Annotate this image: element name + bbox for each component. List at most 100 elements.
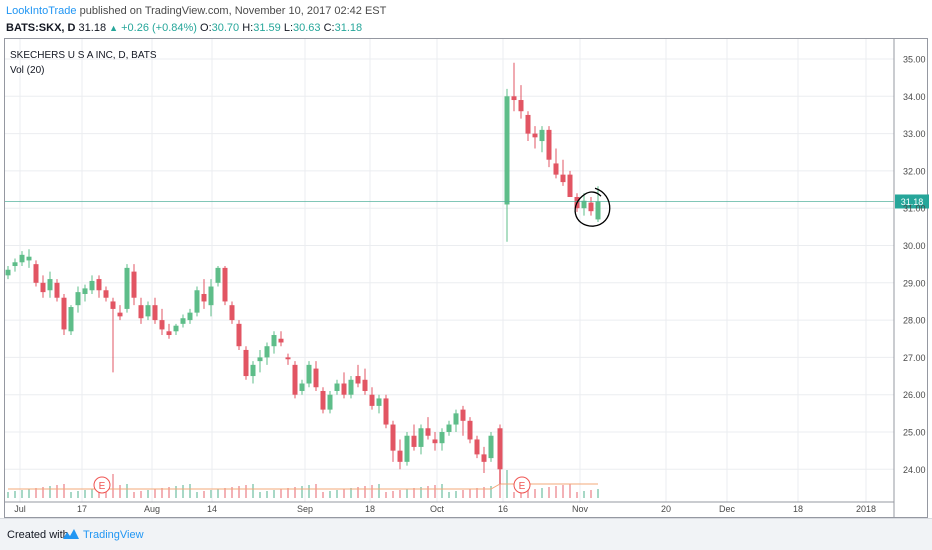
candle-body <box>306 364 312 384</box>
created-with-label: Created with <box>7 529 69 541</box>
volume-bar <box>196 492 198 498</box>
candle-body <box>215 267 221 283</box>
candle-body <box>47 279 53 291</box>
candle-body <box>292 364 298 395</box>
candle-body <box>5 269 11 276</box>
candle-body <box>229 305 235 321</box>
candle-body <box>497 428 503 470</box>
volume-bar <box>364 486 366 498</box>
volume-bar <box>266 491 268 498</box>
volume-bar <box>590 490 592 498</box>
tradingview-brand-link[interactable]: TradingView <box>83 529 144 541</box>
published-text: published on TradingView.com, November 1… <box>79 5 387 17</box>
candle-body <box>355 376 361 384</box>
volume-bar <box>126 484 128 498</box>
price-chart[interactable]: E E 31.18 35.00 34.00 33.00 32.00 31.00 30.00 29… <box>0 0 932 518</box>
low-value: 30.63 <box>293 22 321 34</box>
volume-bar <box>315 484 317 498</box>
volume-bar <box>21 490 23 498</box>
volume-bar <box>434 485 436 498</box>
volume-bar <box>210 490 212 498</box>
candle-body <box>264 346 270 358</box>
candle-body <box>546 129 552 160</box>
candle-body <box>145 305 151 317</box>
volume-label: Vol (20) <box>10 65 44 76</box>
volume-bar <box>420 487 422 498</box>
candle-body <box>327 394 333 410</box>
candles <box>5 62 601 485</box>
candle-body <box>110 301 116 309</box>
volume-bar <box>483 487 485 498</box>
candle-body <box>348 379 354 395</box>
volume-bar <box>520 491 522 498</box>
volume-bar <box>476 488 478 498</box>
volume-bar <box>455 491 457 498</box>
candle-body <box>208 286 214 306</box>
volume-bar <box>56 485 58 498</box>
volume-bar <box>336 490 338 498</box>
price-tick-label: 26.00 <box>903 390 926 400</box>
volume-bar <box>343 489 345 498</box>
candle-body <box>19 254 25 263</box>
volume-bar <box>70 492 72 498</box>
time-tick-label: 14 <box>207 504 217 514</box>
volume-bar <box>77 491 79 498</box>
candle-body <box>453 413 459 425</box>
price-tick-label: 31.00 <box>903 204 926 214</box>
price-tick-label: 28.00 <box>903 316 926 326</box>
tradingview-logo-icon[interactable] <box>63 528 79 540</box>
volume-bar <box>7 492 9 498</box>
pane-title: SKECHERS U S A INC, D, BATS <box>10 50 157 61</box>
volume-bar <box>541 488 543 498</box>
volume-bar <box>513 492 515 498</box>
candle-body <box>383 398 389 425</box>
candle-body <box>82 288 88 294</box>
volume-bar <box>140 491 142 498</box>
candle-body <box>285 357 291 360</box>
volume-bar <box>189 484 191 498</box>
candle-body <box>40 282 46 293</box>
price-tick-label: 35.00 <box>903 55 926 65</box>
candle-body <box>250 364 256 377</box>
candle-body <box>89 280 95 291</box>
volume-bar <box>91 489 93 498</box>
volume-bar <box>231 487 233 498</box>
author-link[interactable]: LookIntoTrade <box>6 5 77 17</box>
volume-bar <box>28 489 30 498</box>
candle-body <box>131 271 137 298</box>
volume-bar <box>84 490 86 498</box>
volume-bar <box>308 485 310 498</box>
volume-bar <box>217 489 219 498</box>
candle-body <box>390 424 396 451</box>
footer: Created with TradingView <box>0 518 932 550</box>
candle-body <box>553 163 559 175</box>
volume-bar <box>301 486 303 498</box>
volume-bar <box>112 474 114 498</box>
candle-body <box>33 264 39 283</box>
volume-bar <box>350 488 352 498</box>
chart-grid <box>5 39 894 502</box>
candle-body <box>425 428 431 436</box>
volume-bar <box>371 485 373 498</box>
time-tick-label: 2018 <box>856 504 876 514</box>
candle-body <box>68 307 74 332</box>
candle-body <box>271 335 277 347</box>
volume-bar <box>161 488 163 498</box>
earnings-marker-label: E <box>99 481 106 492</box>
last-price: 31.18 <box>78 22 107 34</box>
time-tick-label: Nov <box>572 504 589 514</box>
chart-frame[interactable] <box>4 38 928 518</box>
low-label: L: <box>283 22 294 34</box>
volume-bar <box>576 492 578 498</box>
time-tick-label: 16 <box>498 504 508 514</box>
volume-bar <box>441 484 443 498</box>
price-change: +0.26 (+0.84%) <box>121 22 197 34</box>
candle-body <box>397 450 403 462</box>
up-arrow-icon: ▲ <box>109 23 119 33</box>
candle-body <box>180 318 186 324</box>
candle-body <box>369 394 375 406</box>
candle-body <box>439 432 445 444</box>
volume-bar <box>245 485 247 498</box>
symbol-label: BATS:SKX, D <box>6 22 76 34</box>
candle-body <box>187 312 193 321</box>
